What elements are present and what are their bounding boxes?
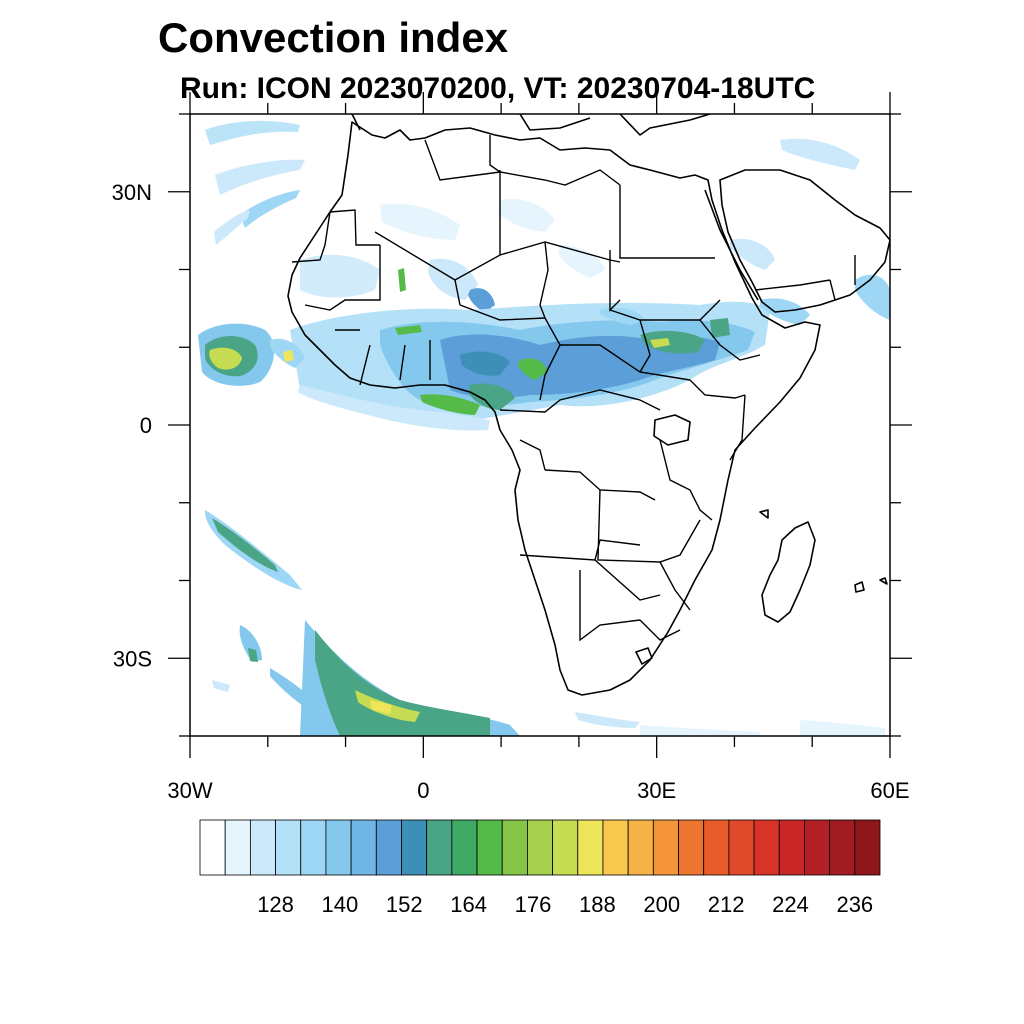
lat-tick-label: 30N (112, 180, 152, 205)
colorbar-label: 164 (450, 892, 487, 917)
lon-tick-label: 0 (417, 778, 429, 803)
colorbar-swatch (300, 819, 327, 876)
colorbar-swatch (602, 819, 629, 876)
chart-title: Convection index (158, 14, 509, 61)
colorbar-label: 176 (515, 892, 552, 917)
colorbar-swatch (728, 819, 755, 876)
colorbar-label: 152 (386, 892, 423, 917)
coastlines (287, 114, 890, 696)
colorbar-swatch (401, 819, 428, 876)
colorbar-swatch (854, 819, 881, 876)
colorbar-swatch (703, 819, 730, 876)
colorbar-swatch (451, 819, 478, 876)
colorbar-swatch (476, 819, 503, 876)
colorbar-label: 128 (257, 892, 294, 917)
lat-tick-label: 30S (113, 646, 152, 671)
colorbar-swatch (375, 819, 402, 876)
colorbar-swatch (199, 819, 226, 876)
lon-tick-label: 30W (167, 778, 212, 803)
axis-labels: 30W 0 30E 60E 30N 0 30S (112, 180, 910, 803)
lat-tick-label: 0 (140, 413, 152, 438)
colorbar-swatch (627, 819, 654, 876)
colorbar-label: 188 (579, 892, 616, 917)
colorbar-swatch (552, 819, 579, 876)
colorbar-label: 236 (836, 892, 873, 917)
colorbar-swatch (652, 819, 679, 876)
colorbar-swatch (778, 819, 805, 876)
colorbar-label: 212 (708, 892, 745, 917)
colorbar-labels: 128 140 152 164 176 188 200 212 224 236 (257, 892, 873, 917)
colorbar-swatch (577, 819, 604, 876)
colorbar (199, 819, 881, 876)
colorbar-swatch (804, 819, 831, 876)
colorbar-swatch (325, 819, 352, 876)
convection-field (198, 120, 890, 736)
colorbar-label: 140 (322, 892, 359, 917)
colorbar-swatch (224, 819, 251, 876)
colorbar-swatch (275, 819, 302, 876)
chart-subtitle: Run: ICON 2023070200, VT: 20230704-18UTC (180, 72, 816, 105)
colorbar-label: 200 (643, 892, 680, 917)
colorbar-swatch (829, 819, 856, 876)
colorbar-swatch (249, 819, 276, 876)
colorbar-label: 224 (772, 892, 809, 917)
colorbar-swatch (426, 819, 453, 876)
lon-tick-label: 60E (870, 778, 909, 803)
axis-ticks (168, 92, 912, 758)
colorbar-swatch (350, 819, 377, 876)
colorbar-swatch (753, 819, 780, 876)
lon-tick-label: 30E (637, 778, 676, 803)
country-borders (291, 135, 856, 642)
colorbar-swatch (678, 819, 705, 876)
colorbar-swatch (501, 819, 528, 876)
colorbar-swatch (527, 819, 553, 876)
